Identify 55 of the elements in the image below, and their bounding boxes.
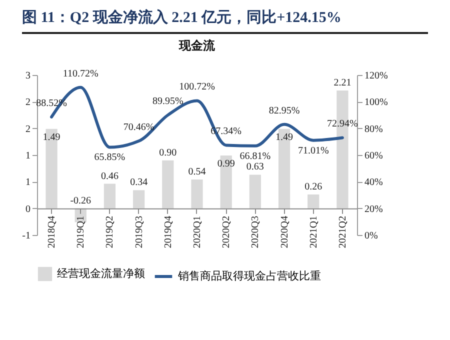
bar [104, 184, 116, 208]
x-tick-label: 2020Q4 [279, 216, 290, 248]
data-label: 70.46% [123, 122, 154, 134]
bar [191, 180, 203, 208]
x-tick-label: 2021Q2 [337, 216, 348, 248]
legend-label: 销售商品取得现金占营收比重 [177, 270, 321, 282]
data-label: 89.95% [152, 96, 184, 108]
data-label: 0.90 [159, 147, 177, 158]
data-label: 65.85% [94, 152, 126, 164]
y-tick-label: 2 [26, 97, 30, 108]
y-tick-label: -1 [22, 230, 30, 242]
data-label: 0.26 [304, 181, 322, 192]
x-tick-label: 2020Q2 [221, 216, 232, 248]
x-tick-label: 2020Q3 [250, 216, 262, 248]
data-label: 2.21 [334, 77, 352, 88]
y2-tick-label: 40% [364, 177, 383, 188]
data-label: 1.49 [276, 132, 294, 143]
data-label: -0.26 [70, 195, 92, 206]
data-label: 0.54 [188, 166, 206, 178]
y2-tick-label: 120% [364, 70, 388, 82]
y2-tick-label: 100% [364, 97, 388, 108]
bar [133, 190, 145, 208]
chart-title: 图 11：Q2 现金净流入 2.21 亿元，同比+124.15% [22, 8, 428, 34]
y-tick-label: 1 [26, 150, 30, 162]
y2-tick-label: 60% [364, 150, 383, 162]
data-label: 72.94% [327, 118, 358, 130]
data-label: 110.72% [62, 68, 98, 80]
data-label: 71.01% [298, 145, 329, 156]
bar [162, 160, 174, 208]
y-tick-label: 0 [26, 204, 30, 215]
x-tick-label: 2018Q4 [46, 216, 58, 248]
data-label: 0.99 [217, 158, 235, 170]
x-tick-label: 2021Q1 [308, 216, 320, 248]
data-label: 0.34 [130, 177, 148, 188]
y2-tick-label: 80% [364, 124, 383, 135]
y-tick-label: 3 [26, 70, 30, 82]
chart-subtitle: 现金流 [178, 38, 216, 52]
x-tick-label: 2019Q4 [162, 216, 174, 248]
x-tick-label: 2019Q1 [76, 216, 87, 248]
data-label: 66.81% [240, 150, 271, 162]
data-label: 0.63 [246, 162, 264, 173]
y2-tick-label: 20% [364, 204, 383, 215]
data-label: 0.46 [100, 170, 118, 182]
x-tick-label: 2020Q1 [192, 216, 203, 248]
y2-tick-label: 0% [364, 230, 378, 242]
y-tick-label: 1 [26, 177, 30, 188]
x-tick-label: 2019Q2 [104, 216, 116, 248]
legend-label: 经营现金流量净额 [57, 267, 145, 280]
data-label: 100.72% [179, 82, 215, 93]
bar [249, 174, 261, 208]
data-label: 1.49 [42, 132, 60, 143]
x-tick-label: 2019Q3 [134, 216, 145, 248]
data-label: 82.95% [268, 105, 300, 116]
y-tick-label: 2 [26, 124, 30, 135]
bar [308, 194, 320, 208]
